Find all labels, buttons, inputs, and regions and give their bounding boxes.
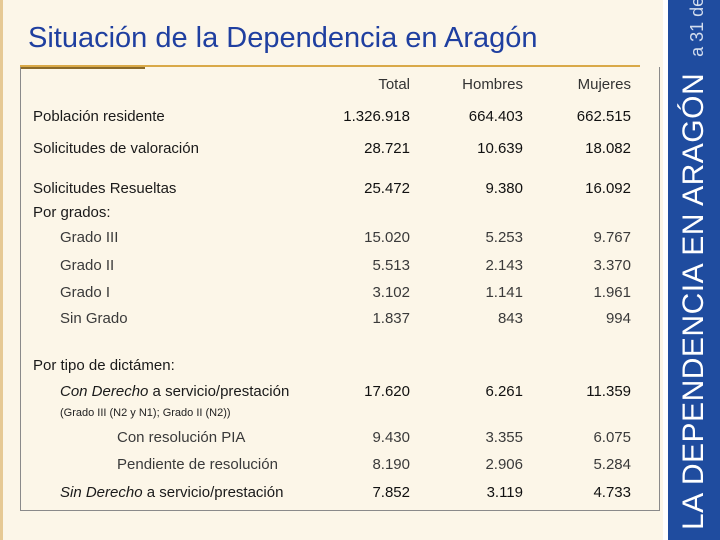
- cell-mujeres: 9.767: [593, 229, 631, 246]
- cell-mujeres: 18.082: [585, 140, 631, 157]
- cell-mujeres: 4.733: [593, 484, 631, 501]
- cell-mujeres: 662.515: [576, 108, 631, 125]
- cell-total: 28.721: [364, 140, 410, 157]
- cell-hombres: 3.119: [486, 484, 523, 501]
- section-label-por-tipo: Por tipo de dictámen:: [33, 357, 175, 374]
- col-header-hombres: Hombres: [462, 76, 523, 93]
- title-underline: [20, 65, 640, 67]
- cell-mujeres: 994: [605, 310, 631, 327]
- cell-mujeres: 11.359: [586, 383, 631, 400]
- row-label-grado1: Grado I: [60, 284, 111, 301]
- row-label-emphasis: Sin Derecho: [60, 484, 143, 501]
- cell-total: 5.513: [372, 257, 410, 274]
- content-panel: [3, 0, 663, 540]
- sidebar-banner: LA DEPENDENCIA EN ARAGÓN a 31 de diciembr…: [668, 0, 720, 540]
- row-label-pendiente: Pendiente de resolución: [117, 456, 278, 473]
- sidebar-date-label: a 31 de diciembre de 2008: [687, 0, 707, 57]
- row-label-solicitudes: Solicitudes de valoración: [33, 140, 199, 157]
- cell-mujeres: 6.075: [593, 429, 631, 446]
- row-label-sin-derecho: Sin Derecho a servicio/prestación: [60, 483, 283, 503]
- frame-bottom-line: [20, 510, 660, 511]
- sidebar-text: LA DEPENDENCIA EN ARAGÓN a 31 de diciembr…: [677, 0, 711, 530]
- cell-total: 9.430: [372, 429, 410, 446]
- row-label-con-derecho: Con Derecho a servicio/prestación: [60, 382, 289, 402]
- cell-total: 3.102: [372, 284, 410, 301]
- col-header-mujeres: Mujeres: [577, 76, 631, 93]
- page-title: Situación de la Dependencia en Aragón: [28, 22, 538, 54]
- row-label-grado3: Grado III: [60, 229, 119, 246]
- row-label-rest: a servicio/prestación: [142, 484, 284, 501]
- cell-total: 17.620: [364, 383, 410, 400]
- cell-hombres: 3.355: [485, 429, 523, 446]
- cell-total: 7.852: [372, 484, 410, 501]
- row-label-resueltas: Solicitudes Resueltas: [33, 180, 177, 197]
- row-label-emphasis: Con Derecho: [60, 383, 149, 400]
- cell-hombres: 664.403: [468, 108, 523, 125]
- frame-left-line: [20, 67, 21, 510]
- cell-hombres: 10.639: [477, 140, 523, 157]
- frame-right-line: [659, 67, 660, 510]
- con-derecho-note: (Grado III (N2 y N1); Grado II (N2)): [60, 407, 231, 419]
- row-label-poblacion: Población residente: [33, 108, 165, 125]
- cell-mujeres: 5.284: [593, 456, 631, 473]
- cell-total: 1.837: [372, 310, 410, 327]
- row-label-rest: a servicio/prestación: [148, 383, 290, 400]
- row-label-sin-grado: Sin Grado: [60, 310, 128, 327]
- cell-hombres: 2.906: [485, 456, 523, 473]
- cell-hombres: 1.141: [485, 284, 523, 301]
- left-edge-strip: [0, 0, 3, 540]
- cell-hombres: 9.380: [485, 180, 523, 197]
- row-label-resolucion-pia: Con resolución PIA: [117, 429, 246, 446]
- cell-hombres: 6.261: [485, 383, 523, 400]
- cell-mujeres: 3.370: [593, 257, 631, 274]
- cell-mujeres: 16.092: [585, 180, 631, 197]
- cell-total: 1.326.918: [343, 108, 410, 125]
- title-underline-accent: [20, 67, 145, 69]
- cell-hombres: 843: [497, 310, 523, 327]
- cell-hombres: 2.143: [485, 257, 523, 274]
- cell-total: 15.020: [364, 229, 410, 246]
- sidebar-main-label: LA DEPENDENCIA EN ARAGÓN: [677, 72, 710, 530]
- cell-total: 25.472: [364, 180, 410, 197]
- col-header-total: Total: [378, 76, 410, 93]
- cell-mujeres: 1.961: [593, 284, 631, 301]
- row-label-grado2: Grado II: [60, 257, 115, 274]
- cell-total: 8.190: [372, 456, 410, 473]
- section-label-por-grados: Por grados:: [33, 204, 111, 221]
- cell-hombres: 5.253: [485, 229, 523, 246]
